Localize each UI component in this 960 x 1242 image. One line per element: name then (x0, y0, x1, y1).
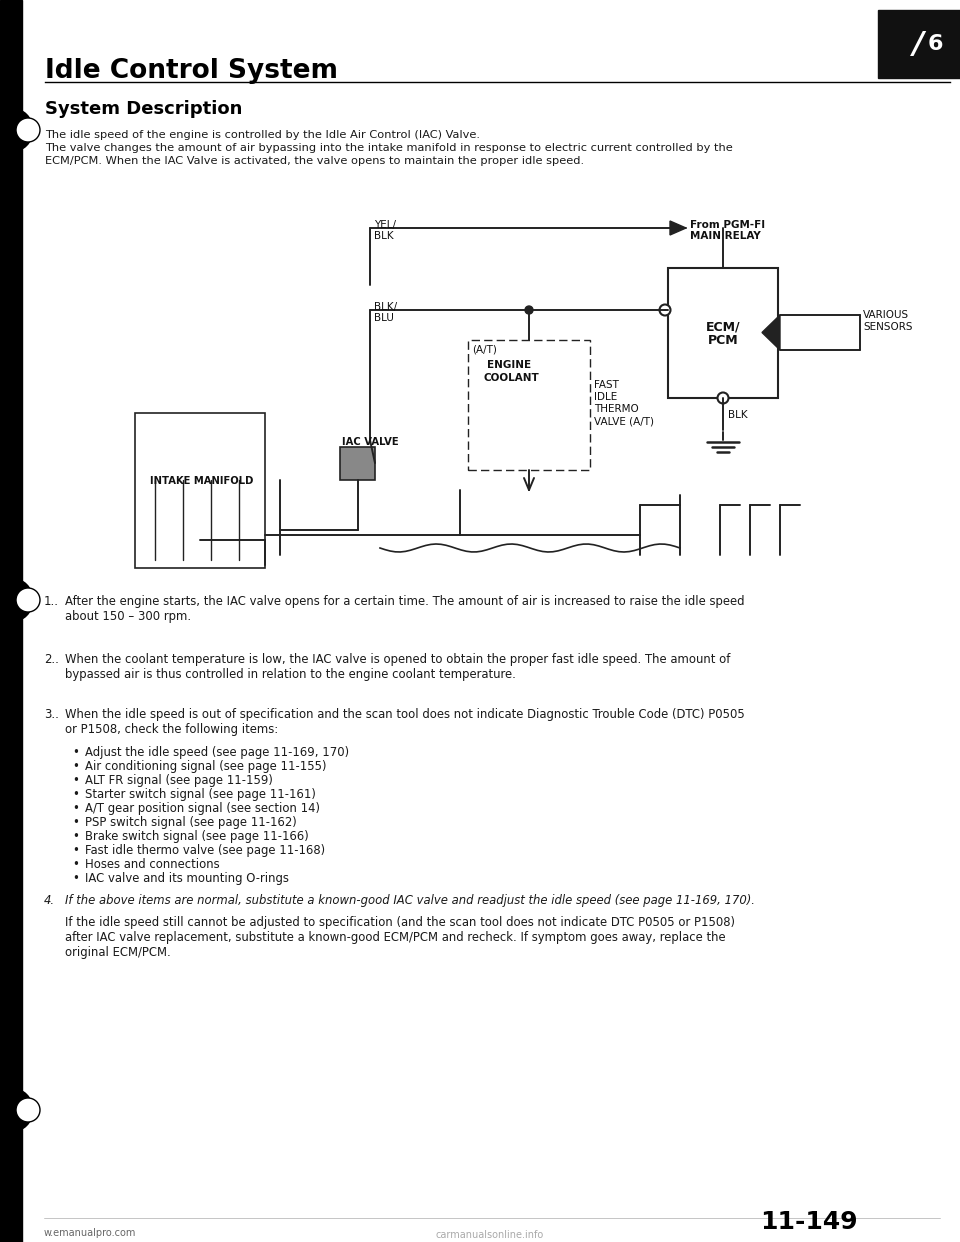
Text: If the above items are normal, substitute a known-good IAC valve and readjust th: If the above items are normal, substitut… (65, 894, 755, 907)
Circle shape (16, 118, 40, 142)
Text: •: • (72, 746, 79, 759)
Text: 3..: 3.. (44, 708, 59, 722)
Circle shape (717, 392, 729, 404)
Bar (468, 340, 590, 469)
Text: INTAKE MANIFOLD: INTAKE MANIFOLD (150, 476, 253, 486)
Text: When the coolant temperature is low, the IAC valve is opened to obtain the prope: When the coolant temperature is low, the… (65, 653, 731, 681)
Text: Idle Control System: Idle Control System (45, 58, 338, 84)
Text: MAIN RELAY: MAIN RELAY (690, 231, 760, 241)
Circle shape (16, 587, 40, 612)
Text: BLU: BLU (374, 313, 394, 323)
Text: IAC VALVE: IAC VALVE (342, 437, 398, 447)
Polygon shape (762, 315, 780, 350)
Text: ENGINE: ENGINE (487, 360, 531, 370)
Bar (135, 414, 265, 568)
Text: FAST: FAST (594, 380, 619, 390)
Text: From PGM-FI: From PGM-FI (690, 220, 765, 230)
Text: 11-149: 11-149 (760, 1210, 857, 1235)
Text: •: • (72, 802, 79, 815)
Text: PCM: PCM (708, 334, 738, 347)
Text: When the idle speed is out of specification and the scan tool does not indicate : When the idle speed is out of specificat… (65, 708, 745, 737)
Text: w.emanualpro.com: w.emanualpro.com (44, 1228, 136, 1238)
Circle shape (525, 306, 533, 314)
Circle shape (0, 1088, 33, 1131)
Text: After the engine starts, the IAC valve opens for a certain time. The amount of a: After the engine starts, the IAC valve o… (65, 595, 745, 623)
Text: 2..: 2.. (44, 653, 59, 666)
Bar (878, 10, 960, 78)
Text: ALT FR signal (see page 11-159): ALT FR signal (see page 11-159) (85, 774, 273, 787)
Text: VALVE (A/T): VALVE (A/T) (594, 416, 654, 426)
Text: If the idle speed still cannot be adjusted to specification (and the scan tool d: If the idle speed still cannot be adjust… (65, 917, 735, 959)
Text: Brake switch signal (see page 11-166): Brake switch signal (see page 11-166) (85, 830, 309, 843)
Circle shape (16, 1098, 40, 1122)
Text: SENSORS: SENSORS (863, 322, 913, 332)
Text: COOLANT: COOLANT (484, 373, 540, 383)
Text: IAC valve and its mounting O-rings: IAC valve and its mounting O-rings (85, 872, 289, 886)
Text: The idle speed of the engine is controlled by the Idle Air Control (IAC) Valve.: The idle speed of the engine is controll… (45, 130, 480, 140)
Text: •: • (72, 845, 79, 857)
Text: YEL/: YEL/ (374, 220, 396, 230)
Text: •: • (72, 774, 79, 787)
Text: Starter switch signal (see page 11-161): Starter switch signal (see page 11-161) (85, 787, 316, 801)
Text: THERMO: THERMO (594, 404, 638, 414)
Bar (0, 0, 22, 1242)
Text: BLK: BLK (728, 410, 748, 420)
Text: 6: 6 (927, 34, 943, 53)
Text: Fast idle thermo valve (see page 11-168): Fast idle thermo valve (see page 11-168) (85, 845, 325, 857)
Text: System Description: System Description (45, 101, 242, 118)
Polygon shape (670, 221, 686, 235)
Text: BLK: BLK (374, 231, 394, 241)
Text: ECM/: ECM/ (706, 320, 740, 333)
Text: •: • (72, 830, 79, 843)
Text: 4.: 4. (44, 894, 55, 907)
Text: •: • (72, 816, 79, 828)
Circle shape (660, 304, 670, 315)
Text: Hoses and connections: Hoses and connections (85, 858, 220, 871)
Circle shape (0, 578, 33, 622)
Text: BLK/: BLK/ (374, 302, 397, 312)
Bar (340, 447, 375, 479)
Text: ECM/PCM. When the IAC Valve is activated, the valve opens to maintain the proper: ECM/PCM. When the IAC Valve is activated… (45, 156, 584, 166)
Text: •: • (72, 858, 79, 871)
Circle shape (0, 108, 33, 152)
Text: •: • (72, 760, 79, 773)
Text: /: / (913, 30, 924, 58)
Text: •: • (72, 872, 79, 886)
Text: IDLE: IDLE (594, 392, 617, 402)
Text: •: • (72, 787, 79, 801)
Text: The valve changes the amount of air bypassing into the intake manifold in respon: The valve changes the amount of air bypa… (45, 143, 732, 153)
Text: PSP switch signal (see page 11-162): PSP switch signal (see page 11-162) (85, 816, 297, 828)
Bar (668, 268, 778, 397)
Text: 1..: 1.. (44, 595, 59, 609)
Text: carmanualsonline.info: carmanualsonline.info (436, 1230, 544, 1240)
Text: VARIOUS: VARIOUS (863, 310, 909, 320)
Text: A/T gear position signal (see section 14): A/T gear position signal (see section 14… (85, 802, 320, 815)
Text: Adjust the idle speed (see page 11-169, 170): Adjust the idle speed (see page 11-169, … (85, 746, 349, 759)
Text: Air conditioning signal (see page 11-155): Air conditioning signal (see page 11-155… (85, 760, 326, 773)
Text: (A/T): (A/T) (472, 344, 497, 354)
